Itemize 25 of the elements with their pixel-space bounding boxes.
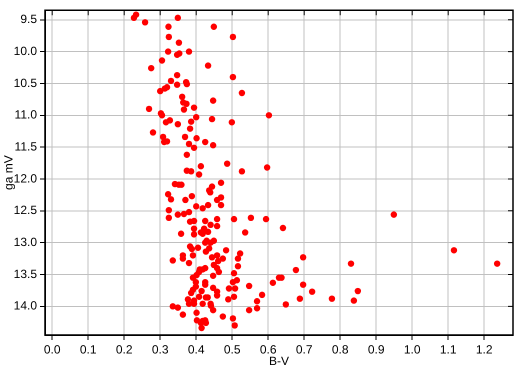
x-tick-label: 1.1 — [440, 342, 457, 357]
x-tick-label: 0.3 — [152, 342, 169, 357]
x-tick-label: 0.9 — [368, 342, 385, 357]
x-tick-label: 0.0 — [44, 342, 61, 357]
y-axis-title: ga mV — [2, 155, 16, 190]
x-tick-label: 1.0 — [404, 342, 421, 357]
y-tick-label: 9.5 — [20, 12, 38, 26]
y-tick-label: 11.5 — [14, 139, 38, 154]
y-tick-label: 10.0 — [14, 44, 38, 58]
x-tick-label: 0.8 — [332, 342, 349, 357]
x-tick-label: 0.4 — [188, 342, 205, 357]
y-tick-label: 10.5 — [14, 76, 38, 90]
x-tick-label: 0.2 — [116, 342, 133, 357]
x-tick-label: 0.6 — [260, 342, 277, 357]
y-tick-label: 12.0 — [14, 171, 38, 186]
y-tick-label: 13.0 — [14, 234, 38, 249]
y-tick-label: 13.5 — [14, 266, 38, 281]
x-tick-label: 0.1 — [80, 342, 97, 357]
x-axis-title: B-V — [268, 354, 290, 368]
y-tick-label: 12.5 — [14, 203, 38, 218]
x-tick-label: 1.2 — [476, 342, 493, 357]
x-tick-label: 0.5 — [224, 342, 241, 357]
x-tick-label: 0.7 — [296, 342, 313, 357]
y-tick-label: 11.0 — [14, 108, 38, 122]
y-tick-label: 14.0 — [14, 298, 38, 313]
